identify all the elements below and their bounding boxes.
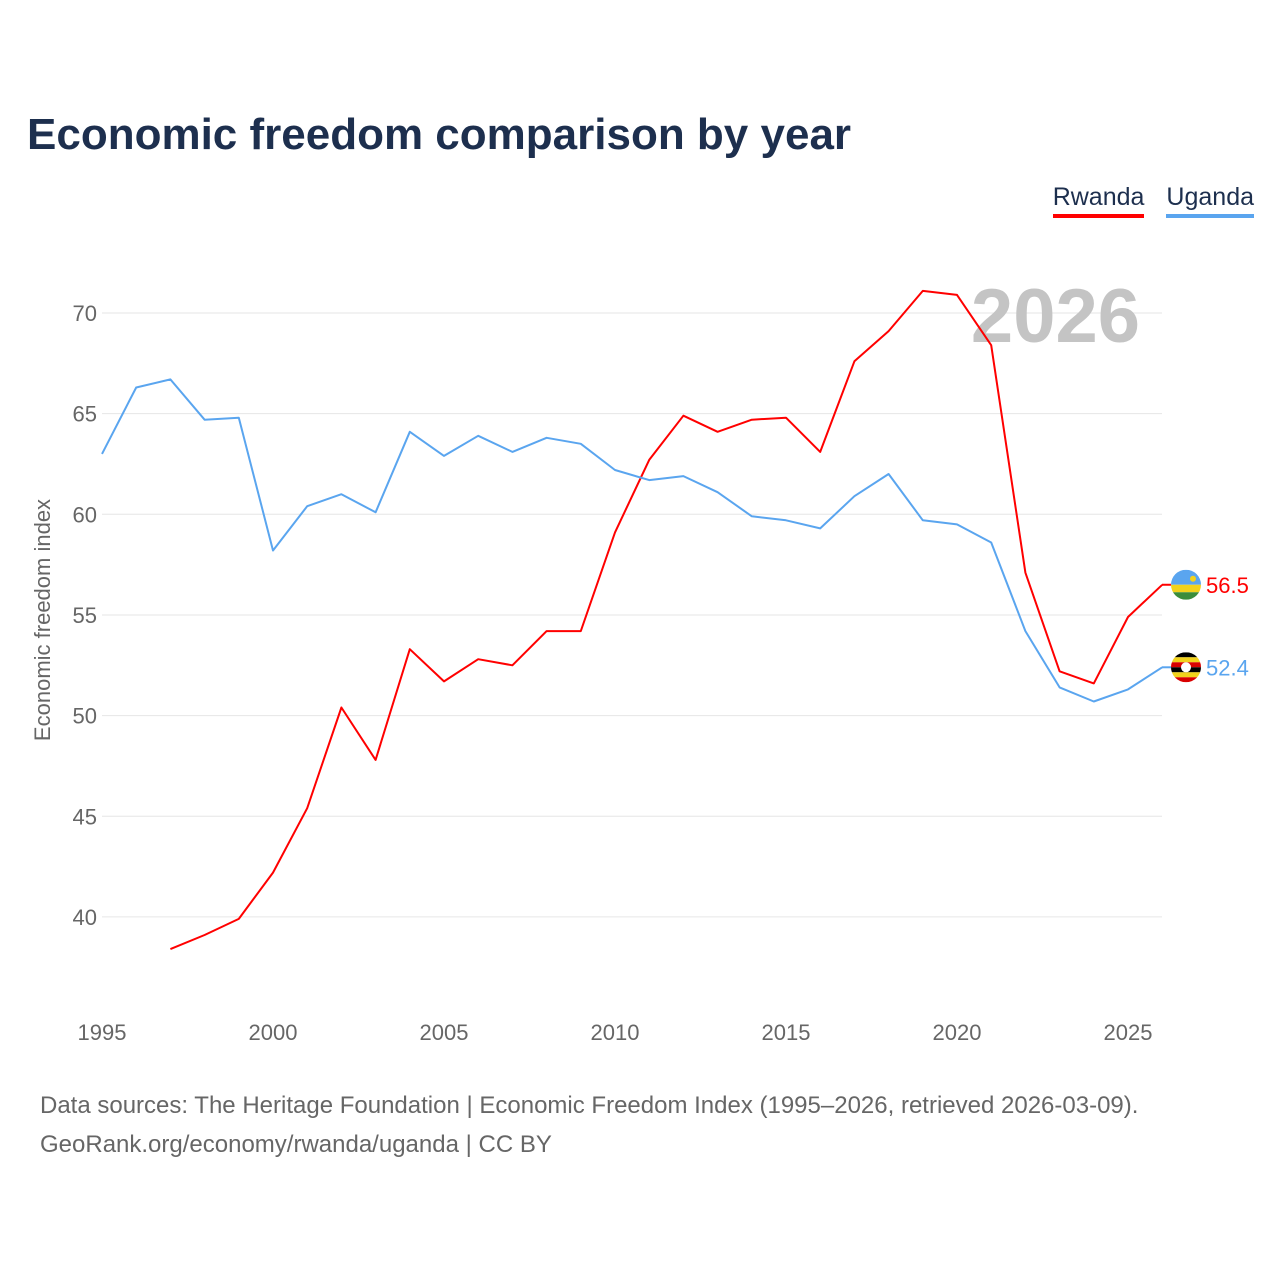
x-tick-label: 2015 <box>762 1020 811 1045</box>
x-tick-label: 2020 <box>933 1020 982 1045</box>
x-tick-label: 2000 <box>249 1020 298 1045</box>
x-tick-label: 1995 <box>78 1020 127 1045</box>
x-tick-label: 2025 <box>1104 1020 1153 1045</box>
y-tick-label: 60 <box>73 502 97 527</box>
x-tick-label: 2005 <box>420 1020 469 1045</box>
y-tick-label: 70 <box>73 301 97 326</box>
footer: Data sources: The Heritage Foundation | … <box>40 1086 1138 1164</box>
end-value-label-uganda: 52.4 <box>1206 655 1249 680</box>
y-tick-label: 65 <box>73 402 97 427</box>
legend-uganda[interactable]: Uganda <box>1166 183 1254 218</box>
y-tick-label: 40 <box>73 905 97 930</box>
data-source: Data sources: The Heritage Foundation | … <box>40 1092 1139 1119</box>
attribution: GeoRank.org/economy/rwanda/uganda | CC B… <box>40 1131 552 1158</box>
uganda-flag-icon <box>1171 652 1201 683</box>
end-value-label-rwanda: 56.5 <box>1206 573 1249 598</box>
y-axis-label: Economic freedom index <box>30 499 55 741</box>
chart-title: Economic freedom comparison by year <box>27 110 852 159</box>
rwanda-flag-icon <box>1171 569 1201 600</box>
y-tick-label: 45 <box>73 804 97 829</box>
series-line-rwanda <box>170 289 1163 951</box>
series-line-uganda <box>101 378 1163 703</box>
legend: Rwanda Uganda <box>1052 183 1254 218</box>
y-tick-label: 50 <box>73 704 97 729</box>
y-tick-label: 55 <box>73 603 97 628</box>
year-watermark: 2026 <box>971 274 1140 359</box>
legend-rwanda[interactable]: Rwanda <box>1052 183 1145 218</box>
x-tick-label: 2010 <box>591 1020 640 1045</box>
